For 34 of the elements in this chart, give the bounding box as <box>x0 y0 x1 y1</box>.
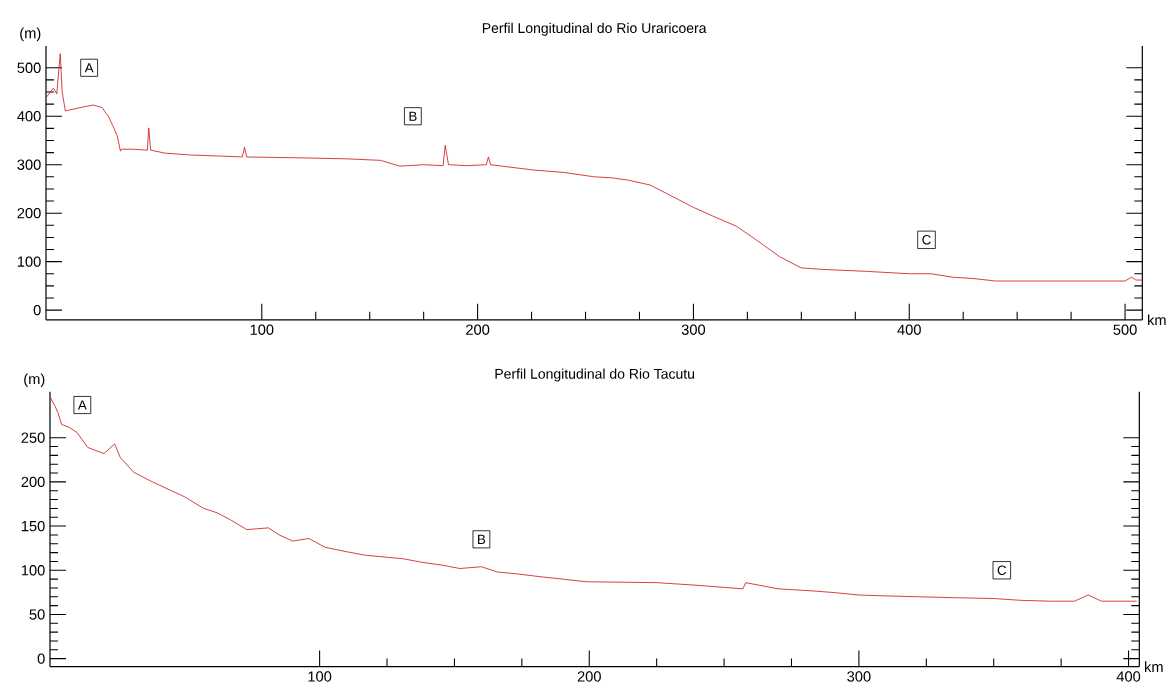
y-tick-label: 200 <box>17 208 41 219</box>
y-tick-label: 50 <box>29 609 45 620</box>
y-tick-label: 150 <box>21 521 45 532</box>
y-tick-label: 400 <box>17 111 41 122</box>
annotation: C <box>922 235 931 245</box>
x-tick-label: 400 <box>897 324 921 336</box>
x-tick-label: 300 <box>681 324 706 336</box>
chart-title: Perfil Longitudinal do Rio Tacutu <box>495 368 695 382</box>
annotation: A <box>77 400 87 410</box>
x-tick-label: 400 <box>1116 671 1141 682</box>
x-tick-label: 300 <box>847 671 871 682</box>
y-tick-label: 100 <box>17 256 41 268</box>
x-tick-label: 200 <box>577 671 601 682</box>
x-tick-label: 200 <box>466 324 490 336</box>
y-tick-label: 500 <box>17 62 41 74</box>
y-axis-title: (m) <box>24 373 45 388</box>
x-axis-title: km <box>1145 661 1163 673</box>
annotation: C <box>997 565 1007 576</box>
annotation: B <box>478 534 486 545</box>
y-tick-label: 250 <box>21 432 45 444</box>
x-tick-label: 100 <box>250 324 274 336</box>
y-tick-label: 200 <box>21 476 45 488</box>
y-axis-title: (m) <box>20 27 41 42</box>
y-tick-label: 300 <box>17 159 41 171</box>
y-tick-label: 0 <box>33 305 41 316</box>
x-axis-title: km <box>1148 314 1166 326</box>
annotation: B <box>409 111 417 122</box>
x-tick-label: 500 <box>1113 324 1137 336</box>
y-tick-label: 0 <box>37 653 45 665</box>
x-tick-label: 100 <box>308 671 332 682</box>
annotation: A <box>84 63 94 73</box>
y-tick-label: 100 <box>21 565 45 576</box>
chart-title: Perfil Longitudinal do Rio Uraricoera <box>482 22 707 36</box>
line-series <box>49 396 1138 602</box>
